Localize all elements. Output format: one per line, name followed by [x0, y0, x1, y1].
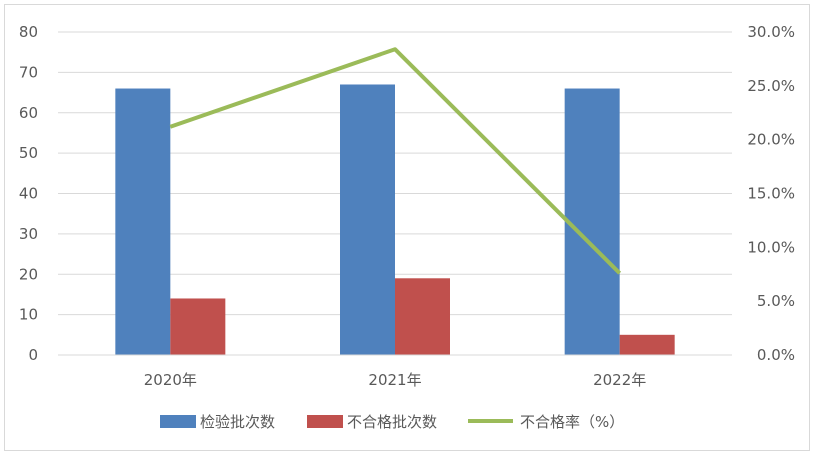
bar-unqualified	[170, 298, 226, 355]
right-tick-label: 20.0%	[747, 131, 795, 149]
bars	[115, 84, 675, 356]
right-axis-ticks: 0.0% 5.0% 10.0% 15.0% 20.0% 25.0% 30.0%	[747, 23, 795, 364]
legend-label: 不合格率（%）	[520, 413, 624, 431]
right-tick-label: 30.0%	[747, 23, 795, 41]
rate-line	[169, 47, 622, 275]
legend-swatch	[307, 415, 343, 428]
category-label: 2020年	[144, 371, 197, 389]
right-tick-label: 0.0%	[757, 346, 795, 364]
legend: 检验批次数 不合格批次数 不合格率（%）	[160, 413, 624, 431]
right-tick-label: 5.0%	[757, 292, 795, 310]
left-axis-ticks: 0 10 20 30 40 50 60 70 80	[19, 23, 38, 364]
left-tick-label: 10	[19, 306, 38, 324]
left-tick-label: 40	[19, 185, 38, 203]
category-labels: 2020年 2021年 2022年	[144, 371, 647, 389]
left-tick-label: 50	[19, 144, 38, 162]
legend-label: 检验批次数	[200, 413, 275, 431]
bar-unqualified	[619, 334, 675, 355]
bar-inspected	[115, 88, 171, 356]
left-tick-label: 20	[19, 265, 38, 283]
rate-line-group	[169, 47, 622, 275]
legend-swatch	[160, 415, 196, 428]
right-tick-label: 15.0%	[747, 185, 795, 203]
legend-label: 不合格批次数	[347, 413, 437, 431]
left-tick-label: 30	[19, 225, 38, 243]
bar-inspected	[564, 88, 620, 356]
left-tick-label: 70	[19, 63, 38, 81]
left-tick-label: 0	[28, 346, 38, 364]
category-label: 2021年	[368, 371, 421, 389]
right-tick-label: 25.0%	[747, 77, 795, 95]
right-tick-label: 10.0%	[747, 238, 795, 256]
category-label: 2022年	[593, 371, 646, 389]
left-tick-label: 80	[19, 23, 38, 41]
left-tick-label: 60	[19, 104, 38, 122]
bar-inspected	[340, 84, 395, 356]
bar-unqualified	[395, 278, 450, 355]
